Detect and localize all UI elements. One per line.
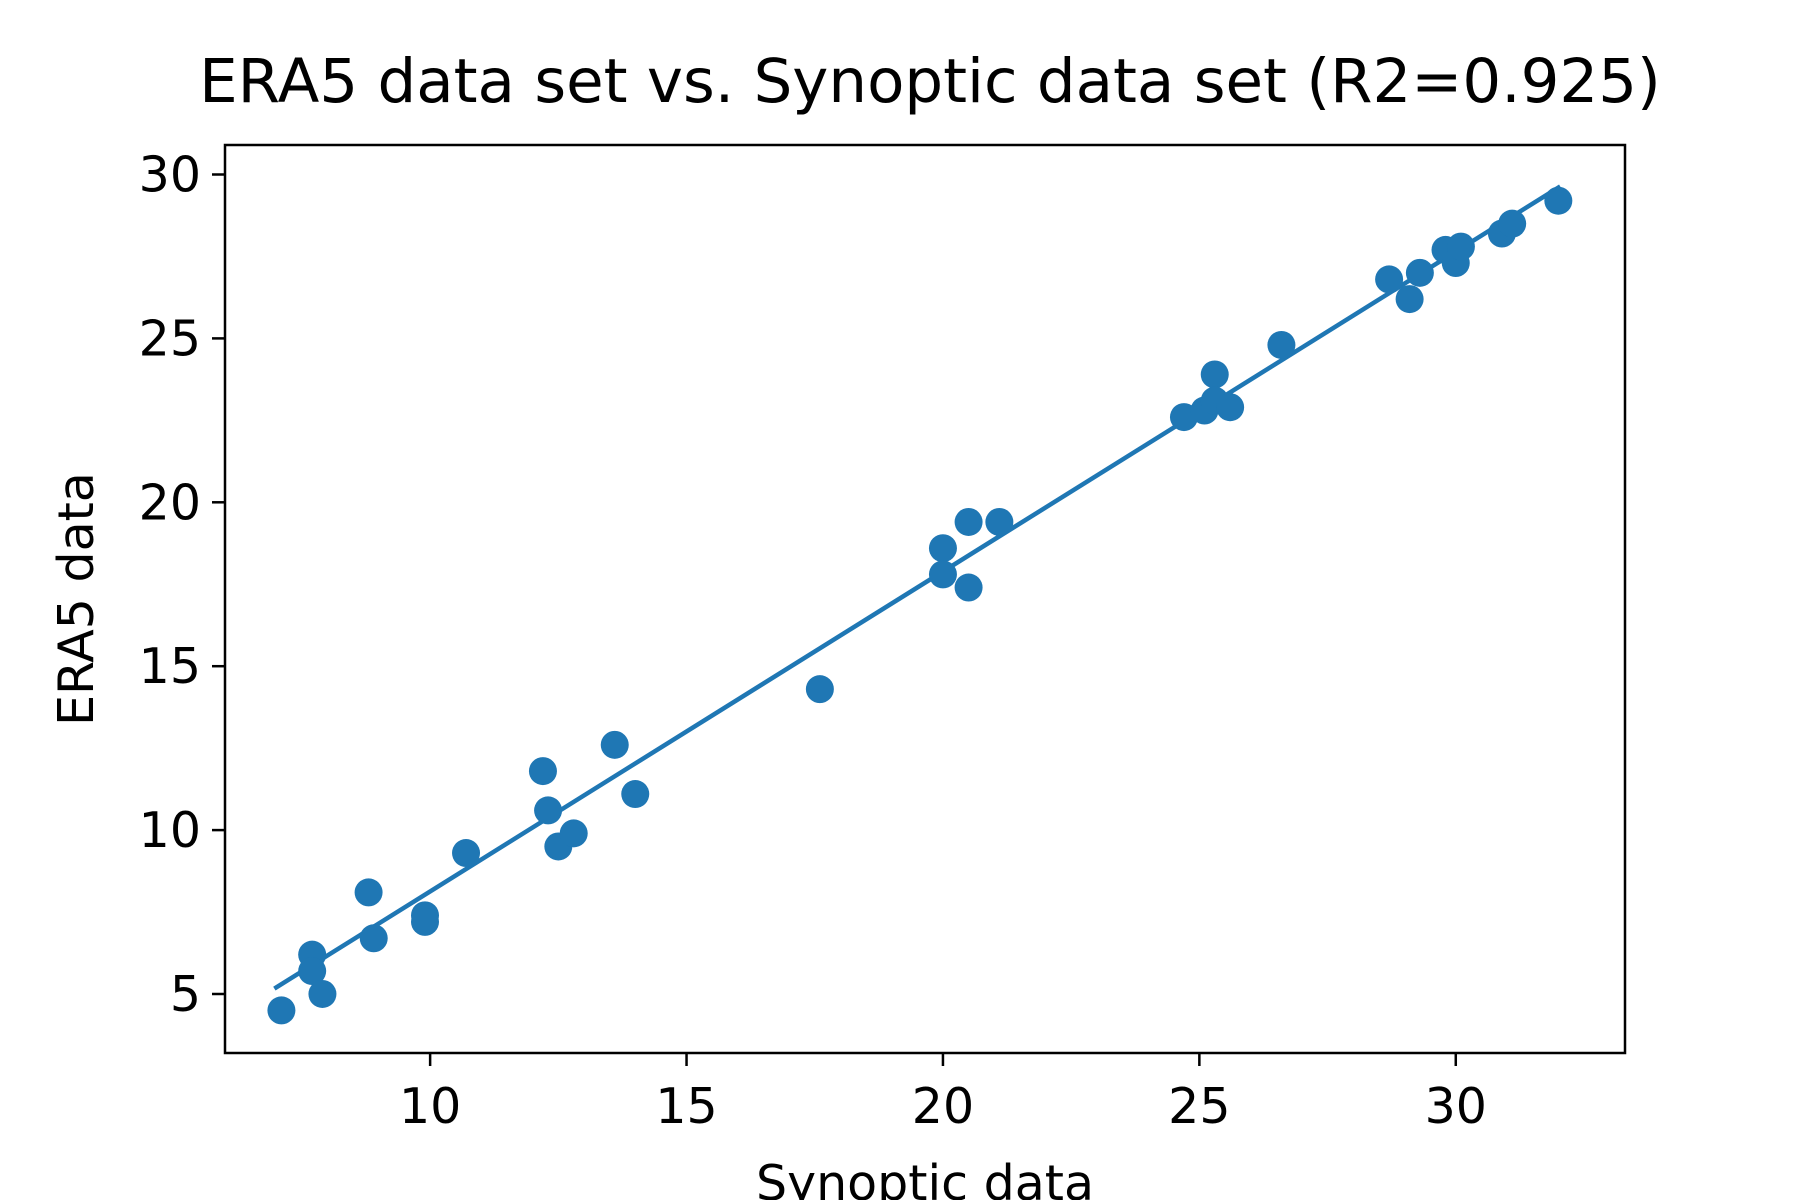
fit-line bbox=[273, 184, 1562, 991]
plot-area: 10 15 20 25 30 5 10 15 20 25 30 bbox=[139, 143, 1627, 1135]
data-point bbox=[985, 507, 1014, 536]
data-point bbox=[954, 507, 983, 536]
y-tick-label: 15 bbox=[139, 638, 201, 695]
data-point bbox=[1267, 330, 1296, 359]
y-tick-label: 25 bbox=[139, 310, 201, 367]
y-tick-label: 30 bbox=[139, 147, 201, 204]
x-tick-label: 15 bbox=[655, 1078, 717, 1135]
data-point bbox=[805, 675, 834, 704]
data-point bbox=[308, 979, 337, 1008]
data-point bbox=[298, 957, 327, 986]
y-axis-label: ERA5 data bbox=[48, 472, 105, 726]
data-point bbox=[411, 907, 439, 936]
data-point bbox=[559, 819, 588, 848]
data-point bbox=[452, 839, 481, 868]
x-tick-label: 30 bbox=[1425, 1078, 1487, 1135]
data-point bbox=[1395, 285, 1424, 314]
data-point bbox=[928, 560, 957, 589]
data-point bbox=[1446, 232, 1475, 261]
plot-frame bbox=[223, 143, 1627, 1055]
data-point bbox=[1405, 258, 1434, 287]
data-point bbox=[528, 757, 557, 786]
y-axis: 5 10 15 20 25 30 bbox=[139, 147, 225, 1023]
data-point bbox=[359, 924, 388, 953]
x-tick-label: 10 bbox=[399, 1078, 461, 1135]
y-tick-label: 20 bbox=[139, 474, 201, 531]
data-point bbox=[354, 878, 383, 907]
data-point bbox=[1544, 186, 1573, 215]
data-point bbox=[621, 780, 650, 809]
data-point bbox=[267, 996, 296, 1025]
x-axis-label: Synoptic data bbox=[756, 1155, 1094, 1200]
chart-title: ERA5 data set vs. Synoptic data set (R2=… bbox=[199, 46, 1661, 117]
scatter-points bbox=[267, 186, 1573, 1025]
data-point bbox=[954, 573, 983, 602]
data-point bbox=[1200, 360, 1229, 389]
data-point bbox=[534, 796, 563, 825]
fit-line-layer bbox=[273, 184, 1562, 991]
x-tick-label: 20 bbox=[912, 1078, 974, 1135]
data-point bbox=[1375, 265, 1404, 294]
y-tick-label: 5 bbox=[170, 966, 201, 1023]
data-point bbox=[600, 730, 629, 759]
data-point bbox=[1498, 209, 1527, 238]
data-point bbox=[1216, 393, 1245, 422]
data-point bbox=[928, 534, 957, 563]
x-axis: 10 15 20 25 30 bbox=[399, 1053, 1487, 1135]
x-tick-label: 25 bbox=[1168, 1078, 1230, 1135]
y-tick-label: 10 bbox=[139, 802, 201, 859]
